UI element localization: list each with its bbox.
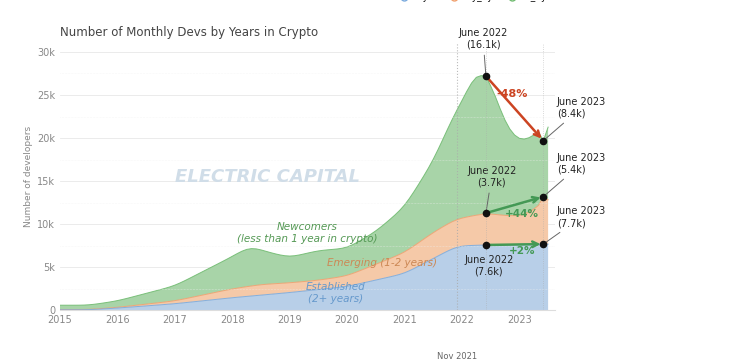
Point [480,210,492,216]
Text: June 2023
(8.4k): June 2023 (8.4k) [545,97,606,139]
Y-axis label: Number of developers: Number of developers [24,126,33,227]
Text: ELECTRIC CAPITAL: ELECTRIC CAPITAL [176,168,361,186]
Text: +2%: +2% [509,247,536,256]
Text: Established
(2+ years): Established (2+ years) [306,282,365,304]
Point [537,241,549,247]
Text: -48%: -48% [496,89,528,99]
Text: Emerging (1-2 years): Emerging (1-2 years) [326,258,436,268]
Point [480,73,492,79]
Point [537,194,549,200]
Text: Number of Monthly Devs by Years in Crypto: Number of Monthly Devs by Years in Crypt… [60,26,318,39]
Text: June 2023
(7.7k): June 2023 (7.7k) [545,206,606,243]
Text: Newcomers
(less than 1 year in crypto): Newcomers (less than 1 year in crypto) [237,222,377,244]
Text: June 2022
(7.6k): June 2022 (7.6k) [464,248,514,276]
Text: June 2023
(5.4k): June 2023 (5.4k) [545,153,606,195]
Text: June 2022
(3.7k): June 2022 (3.7k) [467,166,516,210]
Legend: 2y+, 1y_2y, 0_1y: 2y+, 1y_2y, 0_1y [391,0,550,5]
Text: +44%: +44% [506,209,539,219]
Text: June 2022
(16.1k): June 2022 (16.1k) [458,28,508,73]
Text: Nov 2021
Market ATH: Nov 2021 Market ATH [433,352,482,361]
Point [537,138,549,144]
Point [480,242,492,248]
